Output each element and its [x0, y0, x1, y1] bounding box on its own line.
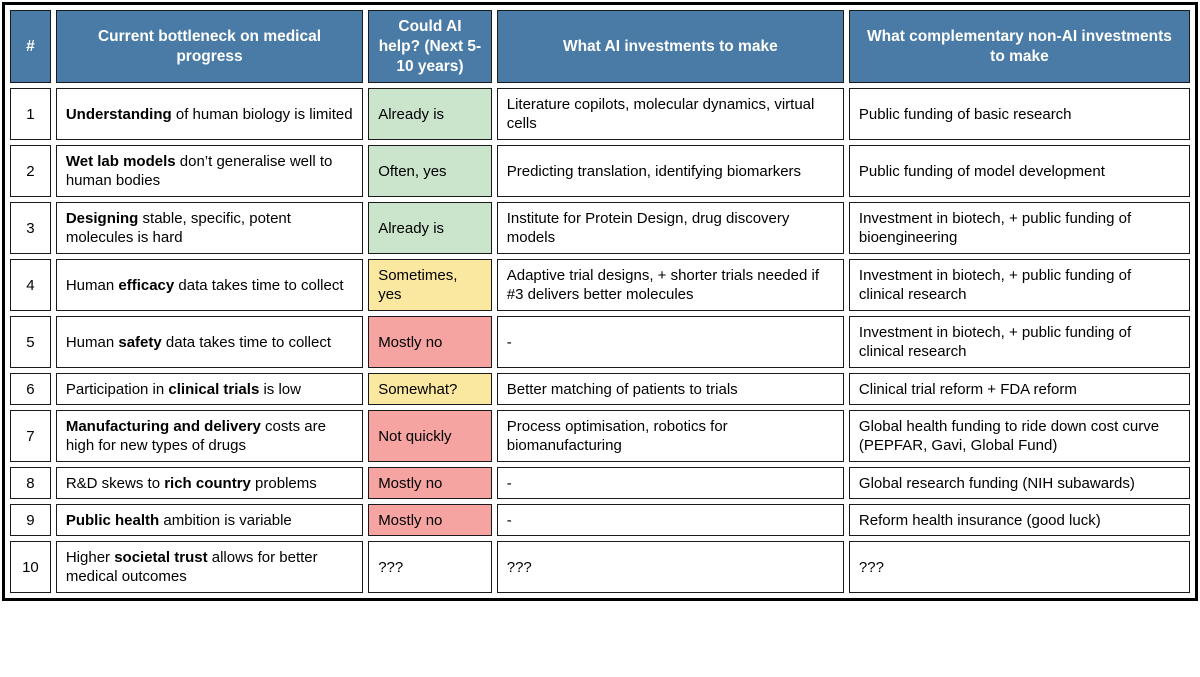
- table-row: 9 Public health ambition is variable Mostl…: [10, 504, 1190, 537]
- row-number-cell: 8: [10, 467, 51, 500]
- row-number-cell: 3: [10, 202, 51, 255]
- non-ai-investments-cell: ???: [848, 541, 1190, 594]
- non-ai-investments-cell: Clinical trial reform + FDA reform: [848, 373, 1190, 406]
- ai-investments-cell: Adaptive trial designs, + shorter trials…: [496, 259, 844, 312]
- table-row: 8 R&D skews to rich country problems Mostl…: [10, 467, 1190, 500]
- table-row: 5 Human safety data takes time to collect…: [10, 316, 1190, 369]
- row-number-cell: 10: [10, 541, 51, 594]
- could-ai-help-cell: Already is: [368, 202, 492, 255]
- column-header-number: #: [10, 10, 51, 84]
- ai-investments-cell: Process optimisation, robotics for bioma…: [496, 410, 844, 463]
- non-ai-investments-cell: Reform health insurance (good luck): [848, 504, 1190, 537]
- could-ai-help-cell: Mostly no: [368, 467, 492, 500]
- non-ai-investments-cell: Investment in biotech, + public funding …: [848, 316, 1190, 369]
- table-row: 2 Wet lab models don’t generalise well to…: [10, 145, 1190, 198]
- row-number-cell: 1: [10, 88, 51, 141]
- non-ai-investments-cell: Global health funding to ride down cost …: [848, 410, 1190, 463]
- non-ai-investments-cell: Investment in biotech, + public funding …: [848, 259, 1190, 312]
- ai-investments-cell: Literature copilots, molecular dynamics,…: [496, 88, 844, 141]
- ai-investments-cell: Institute for Protein Design, drug disco…: [496, 202, 844, 255]
- could-ai-help-cell: Sometimes, yes: [368, 259, 492, 312]
- ai-investments-cell: Predicting translation, identifying biom…: [496, 145, 844, 198]
- row-number-cell: 5: [10, 316, 51, 369]
- row-number-cell: 7: [10, 410, 51, 463]
- table-row: 7 Manufacturing and delivery costs are hi…: [10, 410, 1190, 463]
- bottleneck-cell: Higher societal trust allows for better …: [55, 541, 364, 594]
- could-ai-help-cell: Already is: [368, 88, 492, 141]
- could-ai-help-cell: Not quickly: [368, 410, 492, 463]
- bottleneck-cell: Human efficacy data takes time to collec…: [55, 259, 364, 312]
- row-number-cell: 9: [10, 504, 51, 537]
- column-header-bottleneck: Current bottleneck on medical progress: [55, 10, 364, 84]
- table-row: 1 Understanding of human biology is limit…: [10, 88, 1190, 141]
- could-ai-help-cell: Often, yes: [368, 145, 492, 198]
- table-row: 4 Human efficacy data takes time to colle…: [10, 259, 1190, 312]
- could-ai-help-cell: ???: [368, 541, 492, 594]
- bottleneck-cell: Manufacturing and delivery costs are hig…: [55, 410, 364, 463]
- could-ai-help-cell: Somewhat?: [368, 373, 492, 406]
- table-row: 6 Participation in clinical trials is low…: [10, 373, 1190, 406]
- column-header-ai-investments: What AI investments to make: [496, 10, 844, 84]
- medical-bottlenecks-table: # Current bottleneck on medical progress…: [2, 2, 1198, 602]
- table-row: 3 Designing stable, specific, potent mole…: [10, 202, 1190, 255]
- non-ai-investments-cell: Public funding of basic research: [848, 88, 1190, 141]
- bottleneck-cell: Designing stable, specific, potent molec…: [55, 202, 364, 255]
- bottleneck-cell: Wet lab models don’t generalise well to …: [55, 145, 364, 198]
- ai-investments-cell: -: [496, 316, 844, 369]
- ai-investments-cell: Better matching of patients to trials: [496, 373, 844, 406]
- bottleneck-cell: Participation in clinical trials is low: [55, 373, 364, 406]
- could-ai-help-cell: Mostly no: [368, 504, 492, 537]
- non-ai-investments-cell: Global research funding (NIH subawards): [848, 467, 1190, 500]
- non-ai-investments-cell: Investment in biotech, + public funding …: [848, 202, 1190, 255]
- row-number-cell: 4: [10, 259, 51, 312]
- bottleneck-cell: Understanding of human biology is limite…: [55, 88, 364, 141]
- bottleneck-cell: R&D skews to rich country problems: [55, 467, 364, 500]
- row-number-cell: 2: [10, 145, 51, 198]
- ai-investments-cell: -: [496, 504, 844, 537]
- ai-investments-cell: ???: [496, 541, 844, 594]
- column-header-could-ai-help: Could AI help? (Next 5-10 years): [368, 10, 492, 84]
- row-number-cell: 6: [10, 373, 51, 406]
- column-header-non-ai-investments: What complementary non-AI investments to…: [848, 10, 1190, 84]
- non-ai-investments-cell: Public funding of model development: [848, 145, 1190, 198]
- ai-investments-cell: -: [496, 467, 844, 500]
- header-row: # Current bottleneck on medical progress…: [10, 10, 1190, 84]
- could-ai-help-cell: Mostly no: [368, 316, 492, 369]
- table-body: 1 Understanding of human biology is limit…: [10, 88, 1190, 594]
- bottleneck-cell: Public health ambition is variable: [55, 504, 364, 537]
- bottleneck-cell: Human safety data takes time to collect: [55, 316, 364, 369]
- table-row: 10 Higher societal trust allows for bette…: [10, 541, 1190, 594]
